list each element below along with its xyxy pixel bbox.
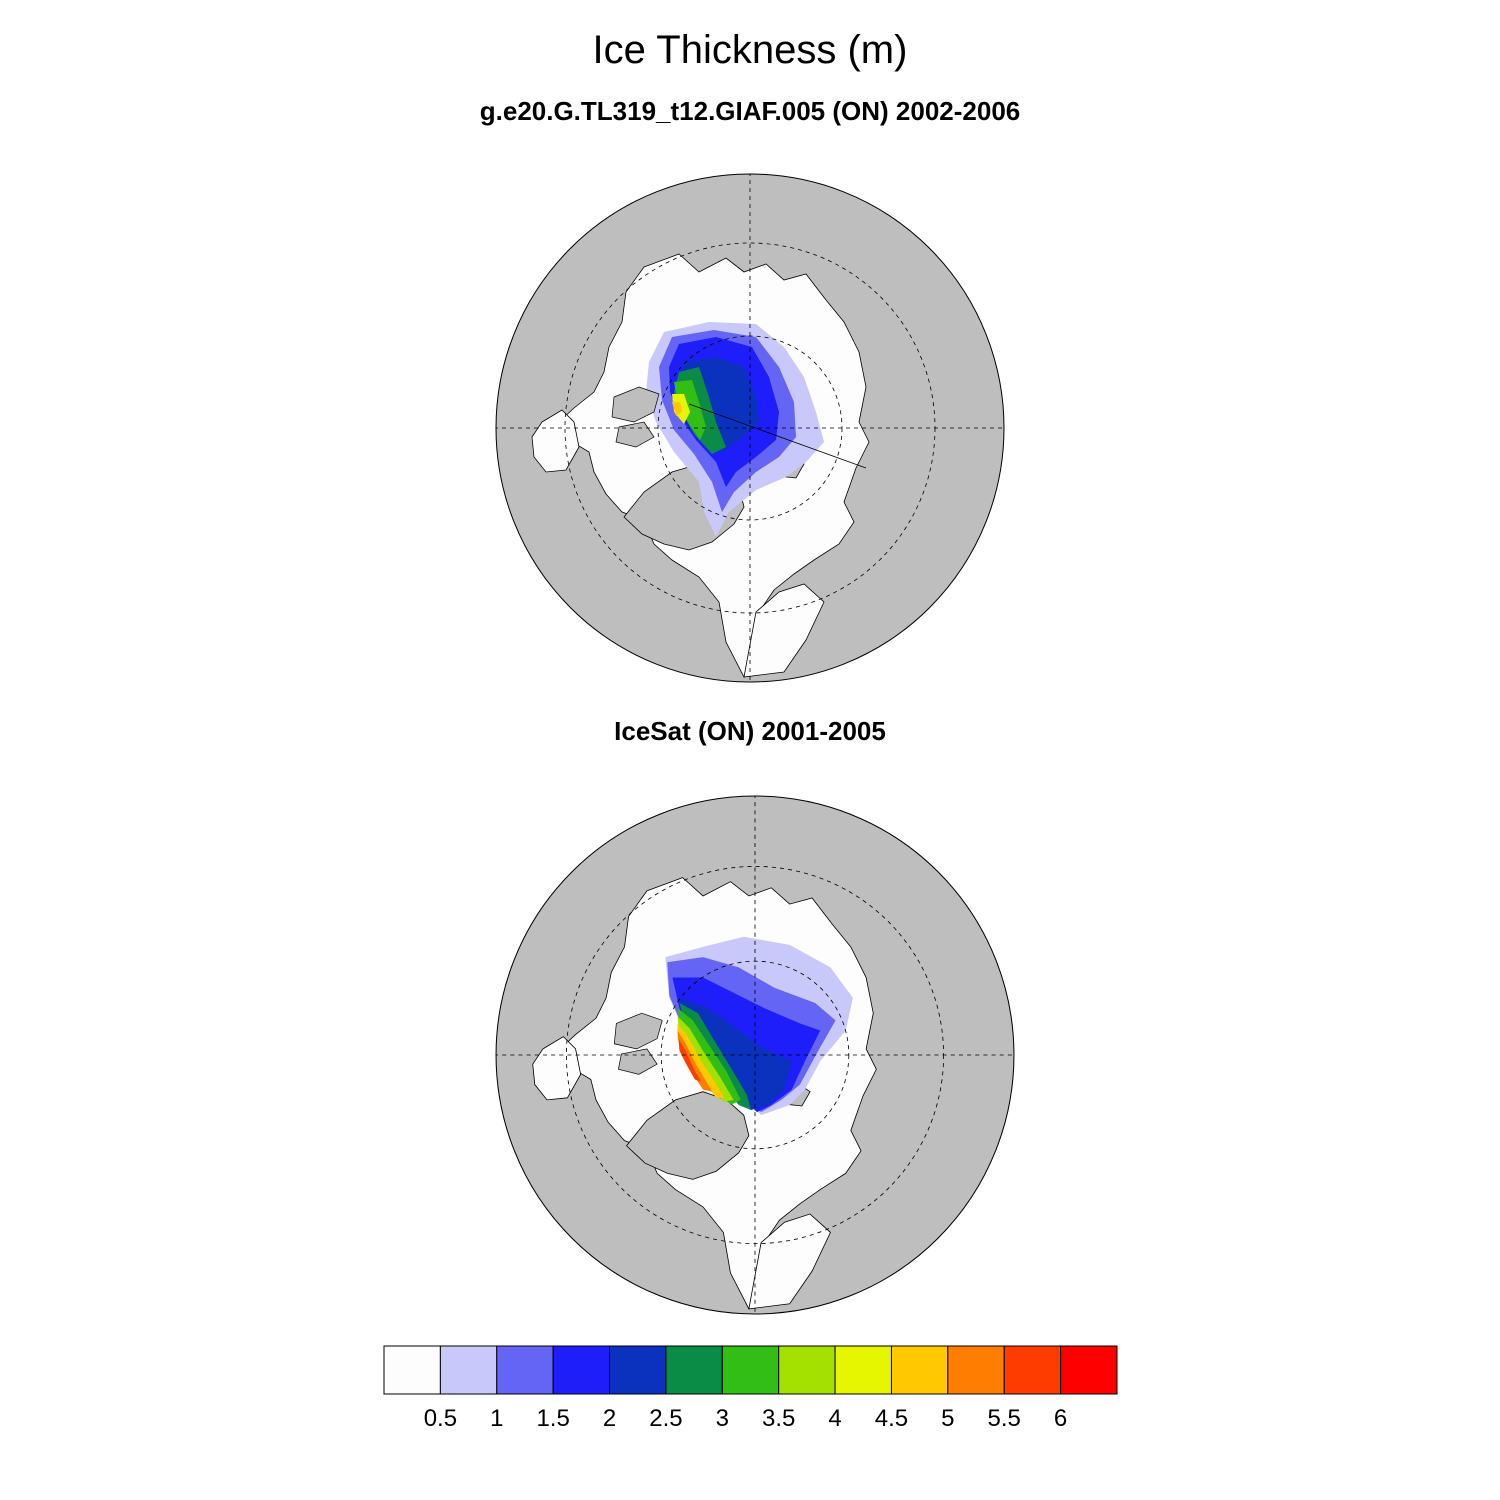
colorbar-tick-label: 3	[715, 1405, 729, 1432]
main-title: Ice Thickness (m)	[592, 28, 908, 72]
colorbar-box	[947, 1345, 1005, 1395]
colorbar-box	[496, 1345, 554, 1395]
greenland	[625, 1091, 750, 1180]
colorbar-box	[552, 1345, 611, 1395]
canadian-archipelago	[613, 1012, 663, 1075]
colorbar-box	[721, 1345, 780, 1395]
ice-level-11	[678, 1038, 701, 1082]
colorbar-tick-label: 2.5	[649, 1405, 683, 1432]
ice-level-6	[677, 1008, 741, 1105]
colorbar-box	[1060, 1345, 1118, 1395]
ice-level-9	[677, 1023, 725, 1098]
colorbar-box	[890, 1345, 949, 1395]
ice-level-7	[677, 1016, 734, 1102]
colorbar-labels: 0.5 1 1.5 2 2.5 3 3.5 4 4.5 5 5.5 6	[0, 1405, 1500, 1437]
colorbar-tick-label: 3.5	[762, 1405, 796, 1432]
colorbar-tick-label: 6	[1053, 1405, 1068, 1432]
colorbar-box	[439, 1345, 498, 1395]
colorbar-tick-label: 5	[941, 1405, 955, 1432]
colorbar-tick-label: 5.5	[987, 1405, 1021, 1432]
colorbar	[383, 1345, 1118, 1395]
map-border	[495, 795, 1015, 1315]
panel-1-polar-map	[495, 173, 1005, 683]
ice-level-10	[677, 1030, 713, 1092]
ice-level-4	[679, 997, 792, 1111]
map-border	[495, 173, 1005, 683]
panel-2-title: IceSat (ON) 2001-2005	[614, 716, 886, 746]
colorbar-tick-label: 4	[828, 1405, 842, 1432]
ice-level-9	[672, 402, 682, 416]
colorbar-tick-label: 2	[602, 1405, 617, 1432]
colorbar-tick-label: 1.5	[536, 1405, 570, 1432]
colorbar-box	[383, 1345, 441, 1395]
norwegian-sea	[748, 1213, 831, 1310]
colorbar-box	[778, 1345, 836, 1395]
canadian-archipelago	[611, 386, 660, 448]
colorbar-tick-label: 1	[490, 1405, 504, 1432]
colorbar-box	[834, 1345, 892, 1395]
colorbar-tick-label: 4.5	[874, 1405, 909, 1432]
colorbar-box	[1003, 1345, 1062, 1395]
grid-seam-line	[688, 403, 867, 469]
panel-1-title: g.e20.G.TL319_t12.GIAF.005 (ON) 2002-200…	[479, 96, 1021, 126]
colorbar-tick-label: 0.5	[423, 1405, 458, 1432]
panel-2-polar-map	[495, 795, 1015, 1315]
colorbar-box	[609, 1345, 667, 1395]
norwegian-sea	[743, 583, 825, 678]
colorbar-box	[665, 1345, 723, 1395]
